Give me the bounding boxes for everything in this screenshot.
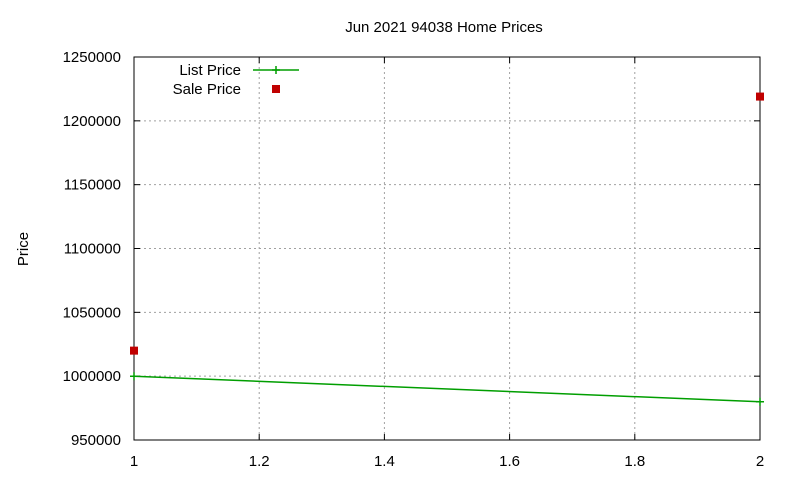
sale-price-series xyxy=(130,92,764,355)
series-layer xyxy=(130,92,764,406)
y-axis-label: Price xyxy=(15,232,32,266)
axis-ticks xyxy=(134,57,760,440)
legend-marker xyxy=(272,85,280,93)
list-price-series xyxy=(130,372,764,406)
x-tick-label: 1.8 xyxy=(624,453,645,470)
y-axis-tick-labels: 950000 1000000 1050000 1100000 1150000 120000… xyxy=(63,49,121,449)
x-tick-label: 1 xyxy=(130,453,138,470)
list-price-point xyxy=(756,397,764,406)
plot-frame xyxy=(133,56,761,441)
grid-lines xyxy=(134,57,760,440)
x-tick-label: 2 xyxy=(756,453,764,470)
list-price-line xyxy=(133,375,761,403)
y-tick-label: 1150000 xyxy=(64,177,121,194)
y-tick-label: 950000 xyxy=(71,432,121,449)
x-tick-label: 1.6 xyxy=(499,453,520,470)
chart-title: Jun 2021 94038 Home Prices xyxy=(345,19,543,36)
sale-price-point xyxy=(756,92,764,101)
x-axis-tick-labels: 1 1.2 1.4 1.6 1.8 2 xyxy=(130,453,764,470)
legend-label: Sale Price xyxy=(173,81,241,98)
y-tick-label: 1250000 xyxy=(63,49,121,66)
list-price-point xyxy=(130,372,138,381)
x-tick-label: 1.4 xyxy=(374,453,395,470)
legend-label: List Price xyxy=(179,62,241,79)
x-tick-label: 1.2 xyxy=(249,453,270,470)
y-tick-label: 1050000 xyxy=(63,304,121,321)
y-tick-label: 1100000 xyxy=(64,241,121,258)
sale-price-point xyxy=(130,346,138,355)
y-tick-label: 1000000 xyxy=(63,368,121,385)
legend: List Price Sale Price xyxy=(173,62,299,98)
legend-marker xyxy=(272,66,280,74)
y-tick-label: 1200000 xyxy=(63,113,121,130)
